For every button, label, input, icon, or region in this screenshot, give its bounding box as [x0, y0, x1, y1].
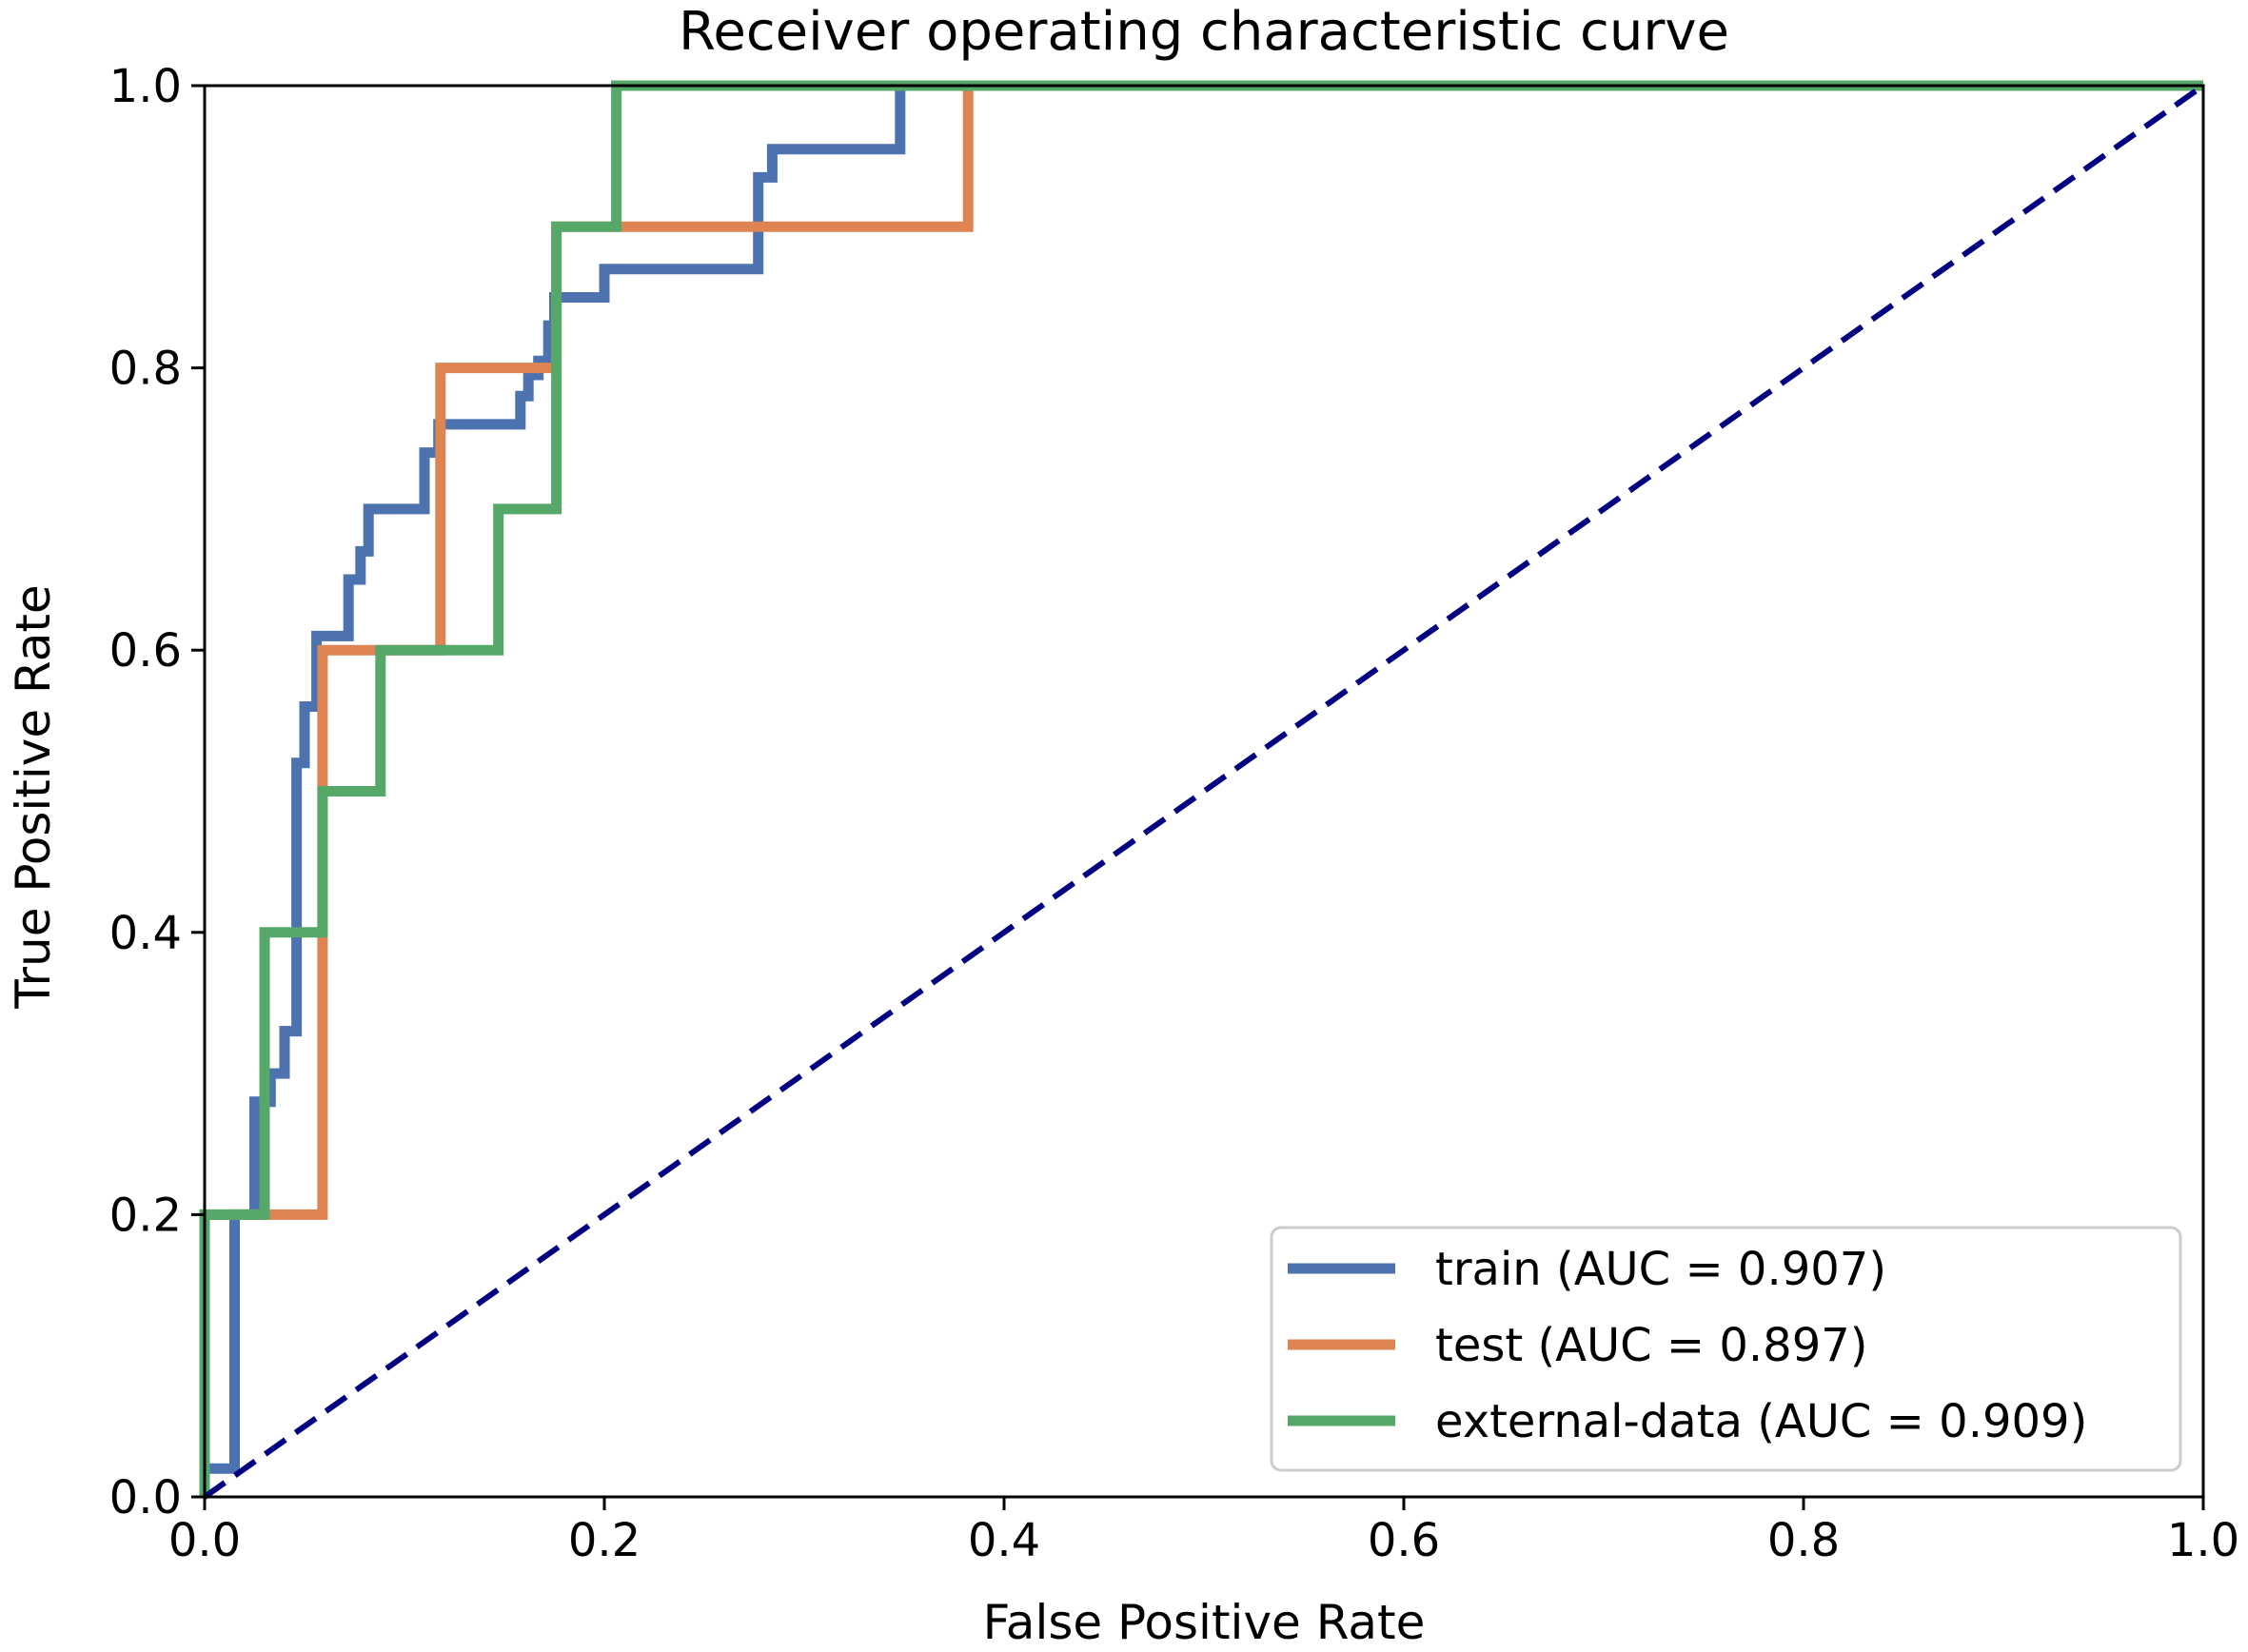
x-tick-label: 0.2	[568, 1514, 641, 1567]
x-tick-label: 0.4	[968, 1514, 1040, 1567]
x-tick-label: 1.0	[2167, 1514, 2239, 1567]
x-tick-label: 0.0	[168, 1514, 241, 1567]
legend: train (AUC = 0.907) test (AUC = 0.897) ext…	[1270, 1226, 2182, 1472]
y-tick-label: 0.6	[109, 624, 182, 678]
legend-label-1: test (AUC = 0.897)	[1435, 1319, 1868, 1372]
legend-label-0: train (AUC = 0.907)	[1435, 1243, 1886, 1296]
plot-frame	[203, 84, 2205, 1499]
x-tick-label: 0.8	[1767, 1514, 1840, 1567]
legend-label-2: external-data (AUC = 0.909)	[1435, 1395, 2087, 1448]
y-tick-label: 0.0	[109, 1471, 182, 1524]
axes: 0.0 0.2 0.4 0.6 0.8 1.0 0.0 0.2 0.4 0.6 0.8 1.0	[109, 60, 2240, 1567]
y-tick-label: 0.4	[109, 907, 182, 960]
y-tick-label: 1.0	[109, 60, 182, 113]
x-tick-label: 0.6	[1368, 1514, 1440, 1567]
plot-area	[199, 80, 2205, 1500]
y-tick-label: 0.8	[109, 343, 182, 396]
y-tick-label: 0.2	[109, 1189, 182, 1242]
series-line-2	[199, 80, 2203, 1497]
x-axis-label: False Positive Rate	[983, 1595, 1426, 1650]
legend-box	[1270, 1226, 2182, 1472]
chart-title: Receiver operating characteristic curve	[679, 1, 1729, 63]
y-axis-label: True Positive Rate	[6, 584, 61, 1009]
series-line-0	[199, 80, 2203, 1497]
